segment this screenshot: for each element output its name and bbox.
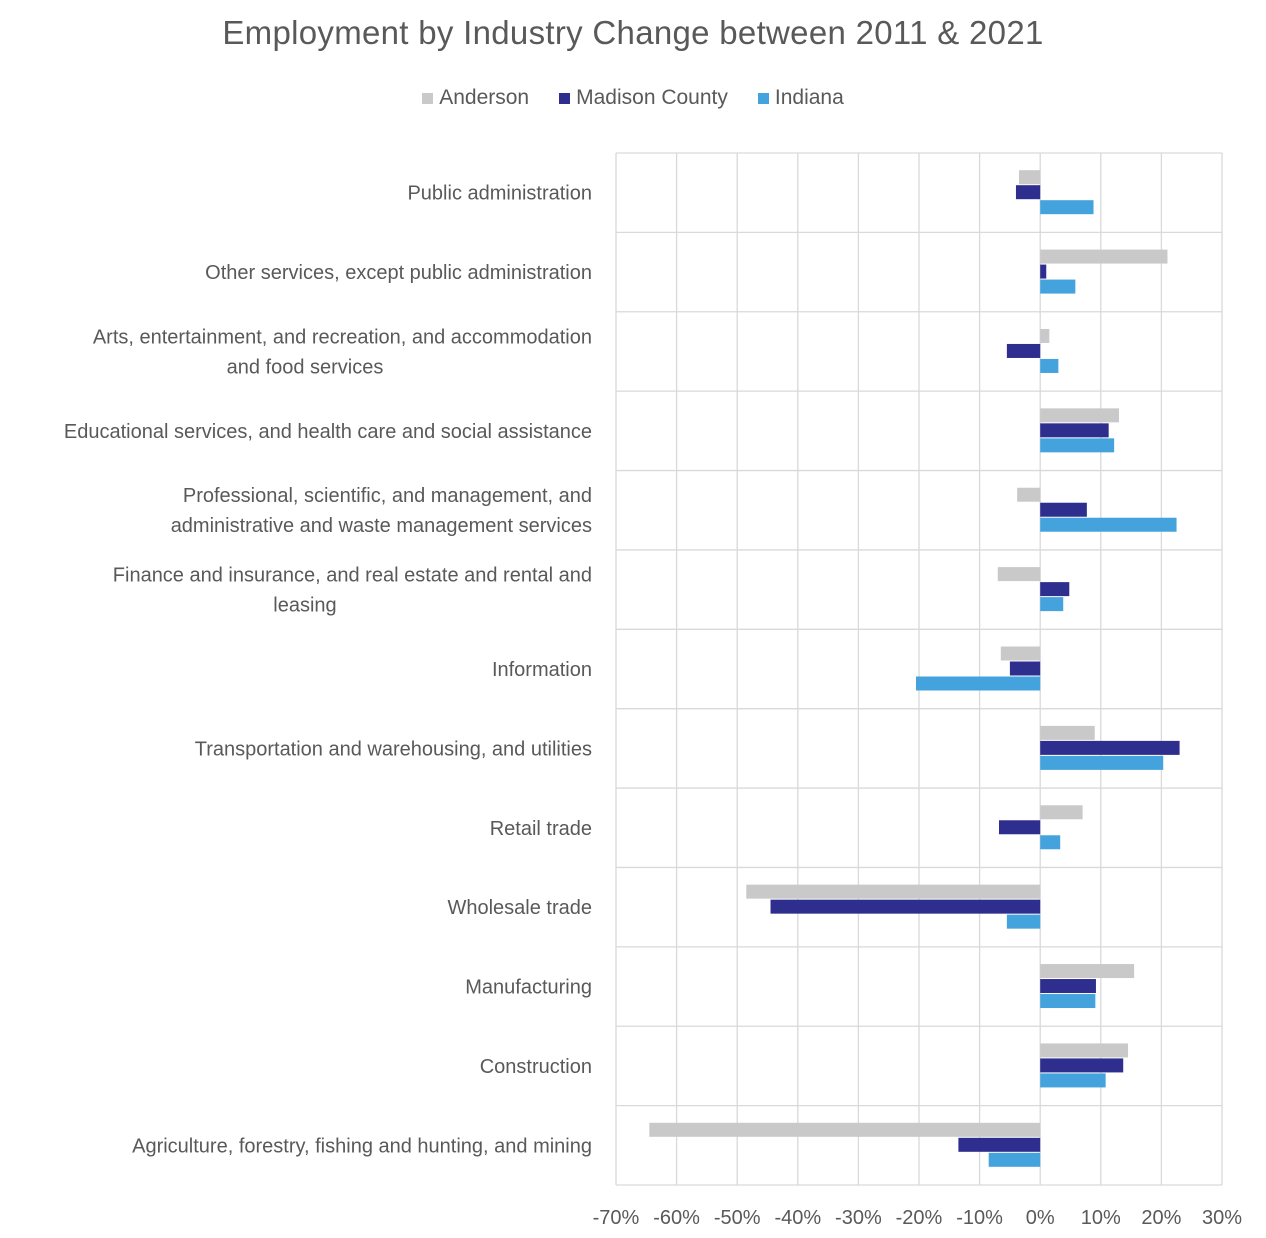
bar-indiana-information bbox=[915, 676, 1041, 691]
bar-indiana-manufacturing bbox=[1040, 994, 1096, 1009]
chart-title: Employment by Industry Change between 20… bbox=[222, 14, 1044, 51]
legend-swatch-madison-county bbox=[559, 92, 571, 104]
bar-anderson-professional-scientific-and-management-a bbox=[1017, 487, 1041, 502]
bar-indiana-public-administration bbox=[1040, 200, 1094, 215]
bar-indiana-arts-entertainment-and-recreation-and-ac bbox=[1040, 358, 1059, 373]
legend-item-anderson: Anderson bbox=[422, 86, 529, 110]
bar-indiana-wholesale-trade bbox=[1006, 914, 1041, 929]
bar-indiana-other-services-except-public-administrat bbox=[1040, 279, 1076, 294]
bar-anderson-construction bbox=[1040, 1043, 1129, 1058]
bar-anderson-agriculture-forestry-fishing-and-hunting bbox=[649, 1122, 1041, 1137]
bar-madison-county-arts-entertainment-and-recreation-and-ac bbox=[1006, 343, 1041, 358]
bar-indiana-transportation-and-warehousing-and-utili bbox=[1040, 755, 1164, 770]
legend-item-madison-county: Madison County bbox=[559, 86, 728, 110]
legend-swatch-anderson bbox=[422, 92, 434, 104]
category-label: leasing bbox=[273, 595, 336, 617]
category-labels: Public administration Other services, exc… bbox=[64, 183, 592, 1158]
category-label: and food services bbox=[227, 356, 384, 378]
category-label: Wholesale trade bbox=[447, 897, 592, 919]
category-label: Transportation and warehousing, and util… bbox=[195, 738, 592, 760]
legend-label-indiana: Indiana bbox=[774, 86, 844, 109]
bar-madison-county-educational-services-and-health-care-and bbox=[1040, 423, 1109, 438]
bar-madison-county-information bbox=[1009, 661, 1041, 676]
x-tick-label: 10% bbox=[1081, 1207, 1121, 1229]
x-tick-label: -70% bbox=[593, 1207, 640, 1229]
bar-madison-county-construction bbox=[1040, 1058, 1124, 1073]
bar-anderson-information bbox=[1000, 646, 1041, 661]
x-tick-label: -60% bbox=[653, 1207, 700, 1229]
bar-anderson-public-administration bbox=[1018, 170, 1041, 185]
category-label: Retail trade bbox=[490, 818, 592, 840]
bar-anderson-finance-and-insurance-and-real-estate-an bbox=[997, 567, 1041, 582]
x-tick-label: 30% bbox=[1202, 1207, 1242, 1229]
bar-madison-county-other-services-except-public-administrat bbox=[1040, 264, 1047, 279]
bar-layer bbox=[649, 170, 1180, 1167]
bar-indiana-agriculture-forestry-fishing-and-hunting bbox=[988, 1152, 1041, 1167]
legend-label-anderson: Anderson bbox=[439, 86, 530, 109]
category-label: Professional, scientific, and management… bbox=[183, 485, 592, 507]
category-label: Agriculture, forestry, fishing and hunti… bbox=[132, 1135, 592, 1157]
x-tick-label: -30% bbox=[835, 1207, 882, 1229]
bar-anderson-manufacturing bbox=[1040, 964, 1135, 979]
x-tick-label: 20% bbox=[1141, 1207, 1181, 1229]
x-tick-label: -40% bbox=[774, 1207, 821, 1229]
bar-anderson-educational-services-and-health-care-and bbox=[1040, 408, 1119, 423]
category-label: Educational services, and health care an… bbox=[64, 421, 592, 443]
category-label: Other services, except public administra… bbox=[205, 262, 592, 284]
category-label: Finance and insurance, and real estate a… bbox=[113, 565, 592, 587]
bar-madison-county-wholesale-trade bbox=[770, 899, 1041, 914]
grid-layer bbox=[615, 152, 1223, 1186]
bar-madison-county-manufacturing bbox=[1040, 979, 1096, 994]
legend-swatch-indiana bbox=[757, 92, 769, 104]
bar-madison-county-finance-and-insurance-and-real-estate-an bbox=[1040, 582, 1070, 597]
legend: Anderson Madison County Indiana bbox=[0, 86, 1266, 110]
category-label: Manufacturing bbox=[465, 977, 592, 999]
legend-item-indiana: Indiana bbox=[757, 86, 844, 110]
category-label: Construction bbox=[480, 1056, 592, 1078]
category-label: Public administration bbox=[407, 183, 592, 205]
x-tick-label: 0% bbox=[1026, 1207, 1055, 1229]
category-label: Arts, entertainment, and recreation, and… bbox=[93, 326, 592, 348]
bar-madison-county-public-administration bbox=[1015, 185, 1041, 200]
bar-madison-county-professional-scientific-and-management-a bbox=[1040, 502, 1087, 517]
bar-madison-county-retail-trade bbox=[998, 820, 1041, 835]
category-label: administrative and waste management serv… bbox=[171, 515, 592, 537]
bar-anderson-other-services-except-public-administrat bbox=[1040, 249, 1168, 264]
x-tick-label: -10% bbox=[956, 1207, 1003, 1229]
category-label: Information bbox=[492, 659, 592, 681]
bar-anderson-wholesale-trade bbox=[746, 884, 1041, 899]
bar-anderson-transportation-and-warehousing-and-utili bbox=[1040, 725, 1095, 740]
x-tick-label: -20% bbox=[896, 1207, 943, 1229]
x-tick-label: -50% bbox=[714, 1207, 761, 1229]
bar-indiana-educational-services-and-health-care-and bbox=[1040, 438, 1115, 453]
x-axis-ticks: -70% -60% -50% -40% -30% -20% -10% 0% 10% 20% 30% bbox=[593, 1207, 1243, 1229]
bar-indiana-retail-trade bbox=[1040, 835, 1061, 850]
bar-indiana-finance-and-insurance-and-real-estate-an bbox=[1040, 597, 1064, 612]
bar-madison-county-agriculture-forestry-fishing-and-hunting bbox=[958, 1137, 1041, 1152]
bar-anderson-retail-trade bbox=[1040, 805, 1083, 820]
legend-label-madison-county: Madison County bbox=[576, 86, 728, 109]
bar-indiana-construction bbox=[1040, 1073, 1106, 1088]
bar-anderson-arts-entertainment-and-recreation-and-ac bbox=[1040, 328, 1050, 343]
bar-indiana-professional-scientific-and-management-a bbox=[1040, 517, 1177, 532]
bar-madison-county-transportation-and-warehousing-and-utili bbox=[1040, 740, 1180, 755]
